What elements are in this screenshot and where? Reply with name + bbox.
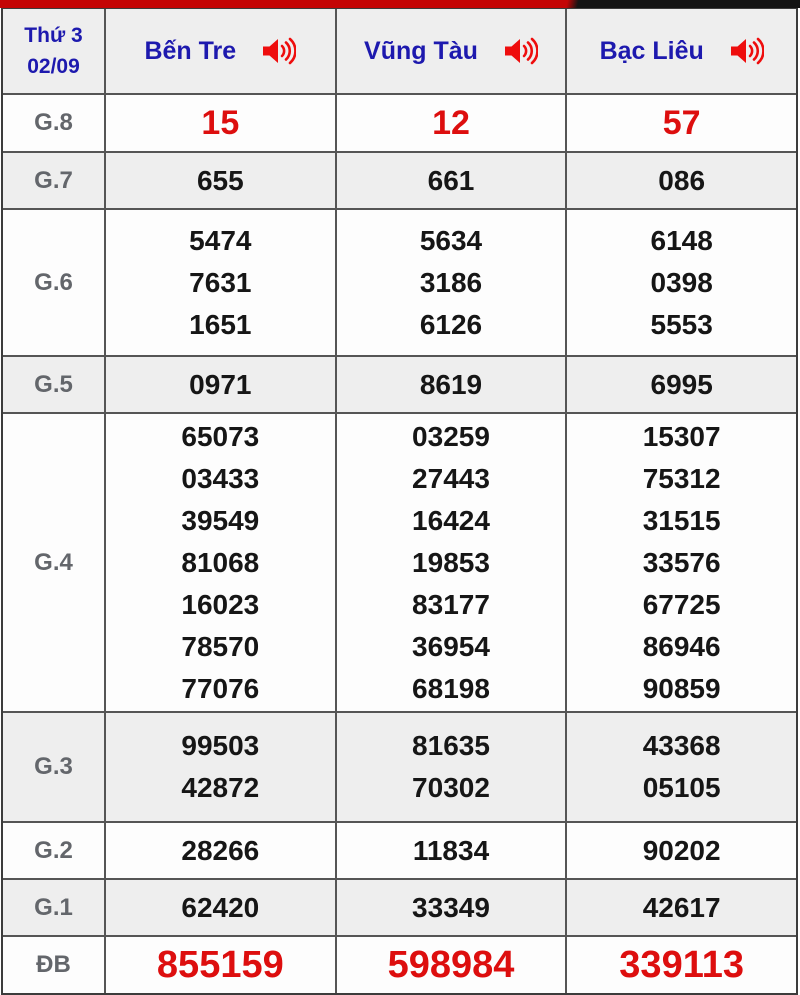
province-name: Vũng Tàu bbox=[364, 36, 478, 65]
prize-value: 15307 bbox=[642, 420, 721, 452]
prize-value: 90202 bbox=[642, 834, 721, 866]
prize-value: 57 bbox=[662, 104, 701, 142]
prize-value: 6148 bbox=[650, 224, 713, 256]
prize-value-jackpot: 598984 bbox=[387, 944, 515, 986]
top-banner-strip bbox=[0, 0, 800, 8]
date-day: 02/09 bbox=[27, 55, 80, 78]
row-label-db: ĐB bbox=[36, 951, 71, 978]
prize-row-g6: G.6 5474 7631 1651 5634 3186 6126 6148 0… bbox=[3, 208, 796, 355]
prize-value: 0398 bbox=[650, 266, 713, 298]
prize-value: 78570 bbox=[181, 630, 260, 662]
row-label-g1: G.1 bbox=[34, 893, 73, 921]
row-label-g6: G.6 bbox=[34, 268, 73, 296]
prize-value: 42872 bbox=[181, 772, 260, 803]
prize-value: 03259 bbox=[412, 420, 490, 452]
lottery-results-table: Thứ 3 02/09 Bến Tre Vũng Tàu bbox=[1, 8, 798, 995]
prize-value: 11834 bbox=[412, 834, 490, 866]
prize-value: 5474 bbox=[189, 224, 252, 256]
prize-value: 661 bbox=[427, 164, 475, 196]
prize-value: 33576 bbox=[642, 546, 721, 578]
prize-value: 90859 bbox=[642, 672, 721, 704]
province-header-bac-lieu: Bạc Liêu bbox=[565, 9, 796, 93]
prize-value: 28266 bbox=[181, 834, 260, 866]
prize-value: 8619 bbox=[419, 368, 483, 400]
row-label-g3: G.3 bbox=[34, 753, 73, 780]
prize-value: 6126 bbox=[419, 308, 483, 340]
speaker-icon[interactable] bbox=[730, 36, 764, 66]
prize-value: 7631 bbox=[189, 266, 252, 298]
prize-value-jackpot: 855159 bbox=[156, 944, 284, 986]
prize-value: 16424 bbox=[412, 504, 490, 536]
prize-value: 16023 bbox=[181, 588, 260, 620]
prize-value: 83177 bbox=[412, 588, 490, 620]
prize-value: 36954 bbox=[412, 630, 490, 662]
prize-row-db: ĐB 855159 598984 339113 bbox=[3, 935, 796, 993]
table-header-row: Thứ 3 02/09 Bến Tre Vũng Tàu bbox=[3, 9, 796, 93]
prize-value: 12 bbox=[432, 104, 470, 142]
row-label-g4: G.4 bbox=[34, 548, 73, 576]
prize-value: 0971 bbox=[189, 368, 252, 400]
province-name: Bến Tre bbox=[144, 36, 237, 65]
prize-value: 5553 bbox=[650, 308, 713, 340]
prize-value: 31515 bbox=[642, 504, 721, 536]
prize-value: 62420 bbox=[181, 891, 260, 923]
prize-value: 5634 bbox=[419, 224, 483, 256]
prize-value: 68198 bbox=[412, 672, 490, 704]
prize-value: 3186 bbox=[419, 266, 483, 298]
speaker-icon[interactable] bbox=[504, 36, 538, 66]
prize-value: 1651 bbox=[189, 308, 252, 340]
speaker-icon[interactable] bbox=[262, 36, 297, 66]
prize-value: 43368 bbox=[642, 730, 721, 761]
prize-value: 81068 bbox=[181, 546, 260, 578]
prize-value: 6995 bbox=[650, 368, 713, 400]
prize-value: 75312 bbox=[642, 462, 721, 494]
prize-value: 42617 bbox=[642, 891, 721, 923]
prize-value: 81635 bbox=[412, 730, 490, 761]
prize-value: 27443 bbox=[412, 462, 490, 494]
prize-value: 77076 bbox=[181, 672, 260, 704]
prize-row-g2: G.2 28266 11834 90202 bbox=[3, 821, 796, 878]
row-label-g7: G.7 bbox=[34, 166, 73, 194]
prize-row-g8: G.8 15 12 57 bbox=[3, 93, 796, 151]
prize-value: 33349 bbox=[412, 891, 490, 923]
prize-row-g1: G.1 62420 33349 42617 bbox=[3, 878, 796, 935]
date-cell: Thứ 3 02/09 bbox=[3, 9, 104, 93]
prize-value: 67725 bbox=[642, 588, 721, 620]
prize-value: 86946 bbox=[642, 630, 721, 662]
prize-row-g4: G.4 65073 03433 39549 81068 16023 78570 … bbox=[3, 412, 796, 711]
prize-row-g5: G.5 0971 8619 6995 bbox=[3, 355, 796, 412]
province-header-ben-tre: Bến Tre bbox=[104, 9, 335, 93]
row-label-g2: G.2 bbox=[34, 836, 73, 864]
prize-value: 99503 bbox=[181, 730, 260, 761]
date-weekday: Thứ 3 bbox=[24, 24, 83, 47]
province-name: Bạc Liêu bbox=[599, 36, 704, 65]
prize-value: 70302 bbox=[412, 772, 490, 803]
prize-value-jackpot: 339113 bbox=[619, 944, 745, 986]
prize-row-g7: G.7 655 661 086 bbox=[3, 151, 796, 208]
province-header-vung-tau: Vũng Tàu bbox=[334, 9, 566, 93]
prize-value: 39549 bbox=[181, 504, 260, 536]
prize-value: 03433 bbox=[181, 462, 260, 494]
row-label-g5: G.5 bbox=[34, 370, 73, 398]
prize-row-g3: G.3 99503 42872 81635 70302 43368 05105 bbox=[3, 711, 796, 821]
prize-value: 086 bbox=[658, 164, 706, 196]
prize-value: 655 bbox=[196, 164, 244, 196]
prize-value: 65073 bbox=[181, 420, 260, 452]
row-label-g8: G.8 bbox=[34, 109, 73, 136]
prize-value: 19853 bbox=[412, 546, 490, 578]
prize-value: 15 bbox=[201, 104, 240, 142]
prize-value: 05105 bbox=[642, 772, 721, 803]
